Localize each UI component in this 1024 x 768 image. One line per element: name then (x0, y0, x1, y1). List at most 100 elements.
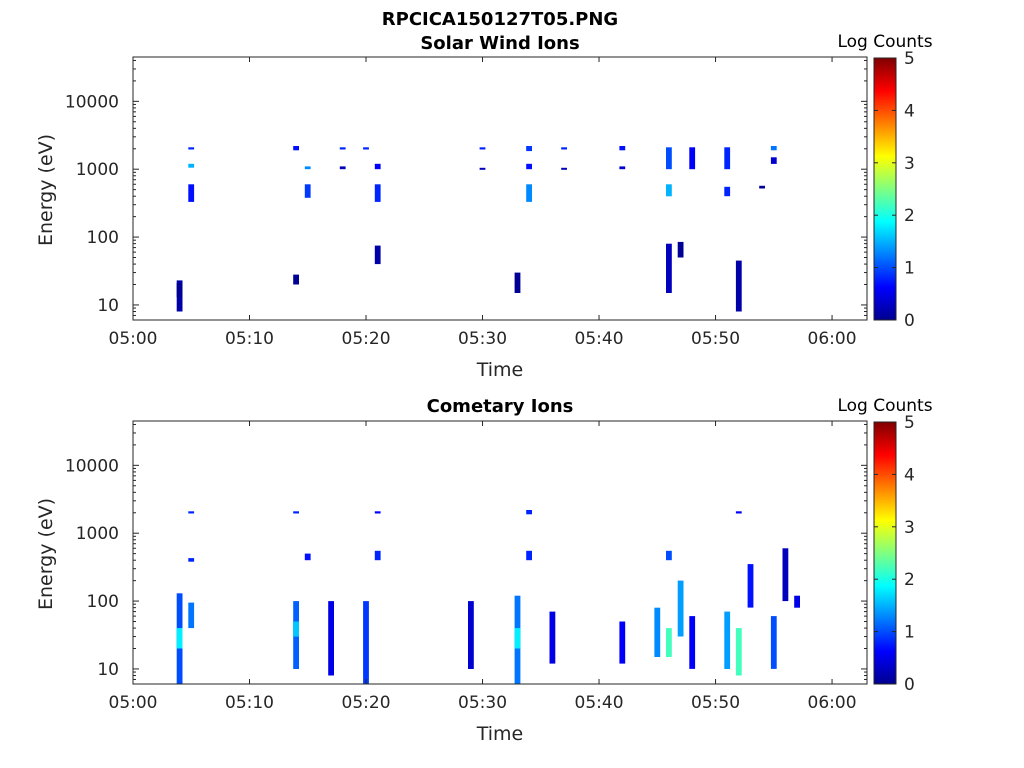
y-tick-label: 1000 (76, 160, 119, 180)
heatmap-cell (304, 166, 311, 170)
heatmap-cell (735, 260, 742, 312)
plot-frame-solar-wind (132, 56, 868, 321)
y-tick-label: 100 (87, 592, 119, 612)
ylabel-cometary: Energy (eV) (35, 498, 57, 610)
heatmap-cell (619, 166, 626, 170)
heatmap-cell (724, 611, 731, 669)
x-tick-label: 05:20 (342, 693, 391, 713)
x-tick-label: 05:00 (109, 693, 158, 713)
heatmap-cell (188, 147, 195, 150)
x-tick-label: 05:30 (458, 693, 507, 713)
y-tick-label: 10000 (65, 92, 119, 112)
heatmap-cell (561, 147, 567, 150)
heatmap-cell (526, 184, 532, 202)
colorbar-label-cometary: Log Counts (837, 396, 932, 416)
heatmap-cell (526, 510, 532, 515)
x-tick-label: 05:00 (109, 329, 158, 349)
heatmap-cell (374, 245, 381, 265)
heatmap-cell (526, 550, 532, 561)
heatmap-cell (293, 274, 299, 285)
colorbar-tick-label: 3 (904, 154, 915, 174)
heatmap-cells-cometary (176, 510, 800, 684)
heatmap-cell (293, 146, 299, 151)
heatmap-cell (374, 550, 381, 561)
colorbar-tick-label: 0 (904, 311, 915, 331)
xlabel-solar-wind: Time (476, 359, 524, 381)
heatmap-cell (770, 146, 777, 151)
heatmap-cell (339, 147, 346, 150)
heatmap-cell (724, 186, 731, 197)
heatmap-cell (304, 184, 311, 198)
heatmap-cell (735, 628, 742, 676)
colorbar-tick-label: 4 (904, 101, 915, 121)
heatmap-cell (176, 628, 183, 649)
heatmap-cell (374, 511, 381, 514)
x-tick-label: 05:40 (575, 693, 624, 713)
heatmap-cell (363, 601, 369, 684)
colorbar-tick-label: 1 (904, 623, 915, 643)
heatmap-cell (689, 616, 696, 669)
heatmap-cell (666, 550, 672, 561)
x-tick-label: 05:10 (225, 693, 274, 713)
heatmap-cell (374, 184, 381, 202)
y-tick-label: 100 (87, 228, 119, 248)
y-tick-label: 10000 (65, 456, 119, 476)
x-tick-label: 05:20 (342, 329, 391, 349)
heatmap-cell (759, 185, 765, 189)
y-tick-label: 1000 (76, 524, 119, 544)
x-tick-label: 05:50 (691, 329, 740, 349)
heatmap-cell (666, 243, 672, 293)
heatmap-cell (514, 628, 521, 649)
heatmap-cell (363, 147, 369, 150)
axis-ticks-solar-wind: 05:00 05:10 05:20 05:30 05:40 05:50 06:00 10 100… (65, 57, 867, 349)
heatmap-cell (724, 147, 731, 170)
heatmap-cell (304, 553, 311, 561)
y-tick-label: 10 (97, 660, 119, 680)
heatmap-cell (526, 146, 532, 152)
y-tick-label: 10 (97, 296, 119, 316)
heatmap-cell (468, 601, 474, 669)
heatmap-cell (188, 558, 195, 562)
heatmap-cell (549, 611, 556, 664)
axis-ticks-cometary: 05:00 05:10 05:20 05:30 05:40 05:50 06:00 10 100… (65, 421, 867, 713)
figure-title: RPCICA150127T05.PNG (382, 9, 618, 30)
heatmap-cell (479, 147, 486, 150)
heatmap-cell (176, 283, 183, 298)
heatmap-cell (339, 166, 346, 170)
heatmap-cell (666, 628, 672, 657)
heatmap-cell (561, 167, 567, 170)
ylabel-solar-wind: Energy (eV) (35, 134, 57, 246)
heatmap-cell (794, 595, 800, 608)
heatmap-cell (188, 163, 195, 168)
colorbar-tick-label: 4 (904, 465, 915, 485)
heatmap-cell (293, 511, 299, 514)
colorbar-solar-wind (873, 57, 897, 321)
colorbar-tick-label: 2 (904, 570, 915, 590)
heatmap-cell (689, 147, 696, 170)
colorbar-cometary (873, 421, 897, 685)
colorbar-tick-label: 5 (904, 49, 915, 69)
heatmap-cell (188, 184, 195, 202)
colorbar-label-solar-wind: Log Counts (837, 32, 932, 52)
panel-solar-wind: Solar Wind Ions 05:00 05:10 05:20 05:30 05:4… (35, 32, 933, 381)
heatmap-cell (747, 564, 754, 608)
x-tick-label: 05:30 (458, 329, 507, 349)
heatmap-cell (666, 184, 672, 197)
heatmap-cell (677, 241, 684, 258)
colorbar-tick-label: 3 (904, 518, 915, 538)
heatmap-cell (188, 511, 195, 514)
panel-title-solar-wind: Solar Wind Ions (420, 33, 579, 54)
panel-cometary: Cometary Ions 05:00 05:10 05:20 05:30 05:40 0… (35, 396, 933, 745)
panel-title-cometary: Cometary Ions (427, 396, 574, 417)
x-tick-label: 05:10 (225, 329, 274, 349)
heatmap-cell (782, 548, 789, 602)
heatmap-cell (374, 163, 381, 170)
heatmap-cell (479, 167, 486, 170)
colorbar-ticks-solar-wind: 0 1 2 3 4 5 (874, 49, 915, 331)
colorbar-tick-label: 0 (904, 675, 915, 695)
x-tick-label: 06:00 (808, 693, 857, 713)
x-tick-label: 05:40 (575, 329, 624, 349)
heatmap-cell (654, 607, 661, 657)
heatmap-cell (770, 616, 777, 669)
x-tick-label: 06:00 (808, 329, 857, 349)
